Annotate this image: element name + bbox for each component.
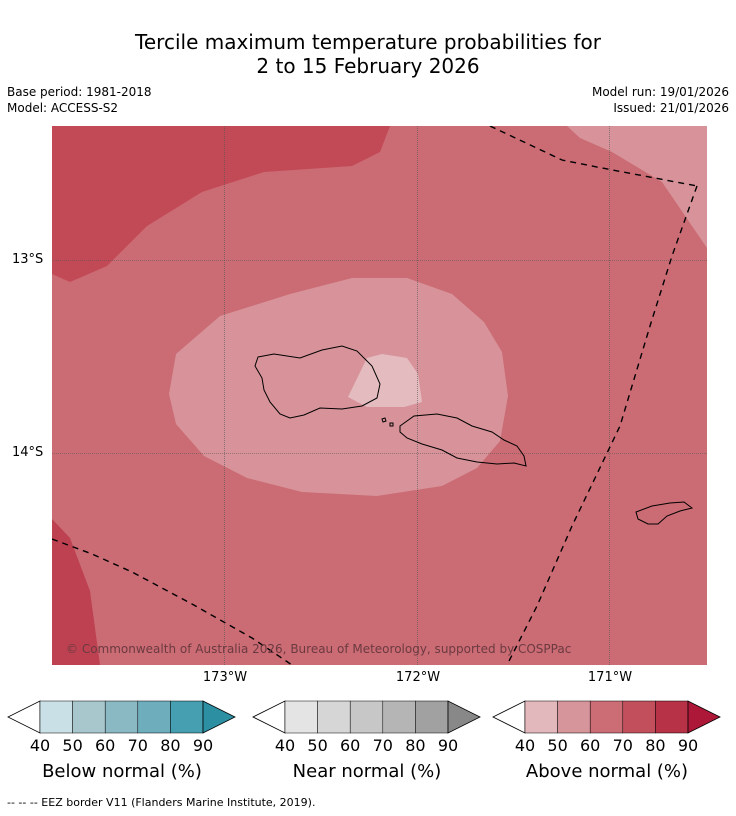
tick-label: 80 — [645, 736, 666, 755]
tick-label: 60 — [95, 736, 116, 755]
meta-right: Model run: 19/01/2026 Issued: 21/01/2026 — [592, 84, 729, 116]
tick-label: 50 — [307, 736, 328, 755]
colorbar-segment-gt90 — [687, 700, 721, 734]
island-savaii — [254, 345, 381, 419]
colorbar-above-normal — [492, 700, 721, 734]
tick-label: 90 — [192, 736, 214, 755]
coastlines — [254, 345, 694, 525]
colorbar-segment-60-70 — [589, 700, 624, 734]
legend-title-below-normal: Below normal (%) — [42, 761, 202, 782]
prob-region-40-50-core — [348, 354, 422, 407]
prob-region-70-80-northwest — [52, 126, 390, 282]
lon-label-173w: 173°W — [202, 670, 248, 685]
map-panel[interactable] — [52, 126, 707, 665]
tick-label: 90 — [677, 736, 699, 755]
colorbar-segment-gt90 — [447, 700, 481, 734]
colorbar-segment-60-70 — [349, 700, 384, 734]
eez-footnote: -- -- -- EEZ border V11 (Flanders Marine… — [7, 796, 316, 809]
colorbar-segment-lt40 — [492, 700, 526, 734]
eez-border-north — [489, 126, 698, 187]
lon-label-171w: 171°W — [587, 670, 633, 685]
colorbar-segment-50-60 — [557, 700, 591, 734]
chart-title: Tercile maximum temperature probabilitie… — [0, 30, 736, 78]
map-svg — [52, 126, 707, 665]
prob-region-70-80-southwest — [52, 519, 100, 665]
colorbar-segment-70-80 — [382, 700, 416, 734]
issued-date: Issued: 21/01/2026 — [613, 101, 729, 115]
eez-border-southwest — [52, 538, 293, 665]
tick-label: 80 — [405, 736, 426, 755]
island-tutuila — [635, 501, 694, 525]
copyright-notice: © Commonwealth of Australia 2026, Bureau… — [66, 642, 572, 656]
colorbar-segment-40-50 — [284, 700, 318, 734]
eez-borders — [52, 126, 698, 665]
colorbar-segment-lt40 — [252, 700, 286, 734]
colorbar-near-normal — [252, 700, 481, 734]
colorbar-segment-80-90 — [170, 700, 204, 734]
tick-label: 80 — [160, 736, 181, 755]
tick-label: 60 — [580, 736, 601, 755]
legend-above-normal — [492, 700, 722, 734]
base-period: Base period: 1981-2018 — [7, 85, 152, 99]
colorbar-segment-70-80 — [137, 700, 171, 734]
prob-region-50-60-northeast — [567, 126, 707, 248]
colorbar-segment-gt90 — [202, 700, 236, 734]
island-upolu — [399, 413, 527, 467]
lon-label-172w: 172°W — [395, 670, 441, 685]
tick-label: 70 — [372, 736, 393, 755]
colorbar-segment-60-70 — [104, 700, 139, 734]
colorbar-segment-80-90 — [415, 700, 449, 734]
colorbar-segment-50-60 — [72, 700, 106, 734]
lat-label-13s: 13°S — [12, 252, 44, 267]
tick-label: 70 — [612, 736, 633, 755]
tick-label: 60 — [340, 736, 361, 755]
island-apolima — [389, 422, 394, 427]
title-line-1: Tercile maximum temperature probabilitie… — [135, 30, 601, 54]
tick-label: 40 — [274, 736, 296, 755]
legend-near-normal — [252, 700, 482, 734]
title-line-2: 2 to 15 February 2026 — [256, 54, 480, 78]
colorbar-segment-50-60 — [317, 700, 351, 734]
colorbar-segment-40-50 — [524, 700, 558, 734]
tick-label: 70 — [127, 736, 148, 755]
colorbar-segment-70-80 — [622, 700, 656, 734]
colorbar-segment-80-90 — [655, 700, 689, 734]
tick-label: 40 — [514, 736, 536, 755]
colorbar-below-normal — [7, 700, 236, 734]
tick-label: 50 — [62, 736, 83, 755]
legend-title-near-normal: Near normal (%) — [292, 761, 442, 782]
prob-region-50-60-central — [169, 278, 508, 496]
colorbar-segment-lt40 — [7, 700, 41, 734]
colorbar-segment-40-50 — [39, 700, 73, 734]
tick-label: 90 — [437, 736, 459, 755]
island-manono — [381, 417, 387, 423]
tick-label: 50 — [547, 736, 568, 755]
legend-title-above-normal: Above normal (%) — [525, 761, 689, 782]
tick-label: 40 — [29, 736, 51, 755]
lat-label-14s: 14°S — [12, 445, 44, 460]
model-run: Model run: 19/01/2026 — [591, 85, 729, 99]
model-name: Model: ACCESS-S2 — [7, 101, 119, 115]
meta-left: Base period: 1981-2018 Model: ACCESS-S2 — [7, 84, 152, 116]
legend-below-normal — [7, 700, 237, 734]
